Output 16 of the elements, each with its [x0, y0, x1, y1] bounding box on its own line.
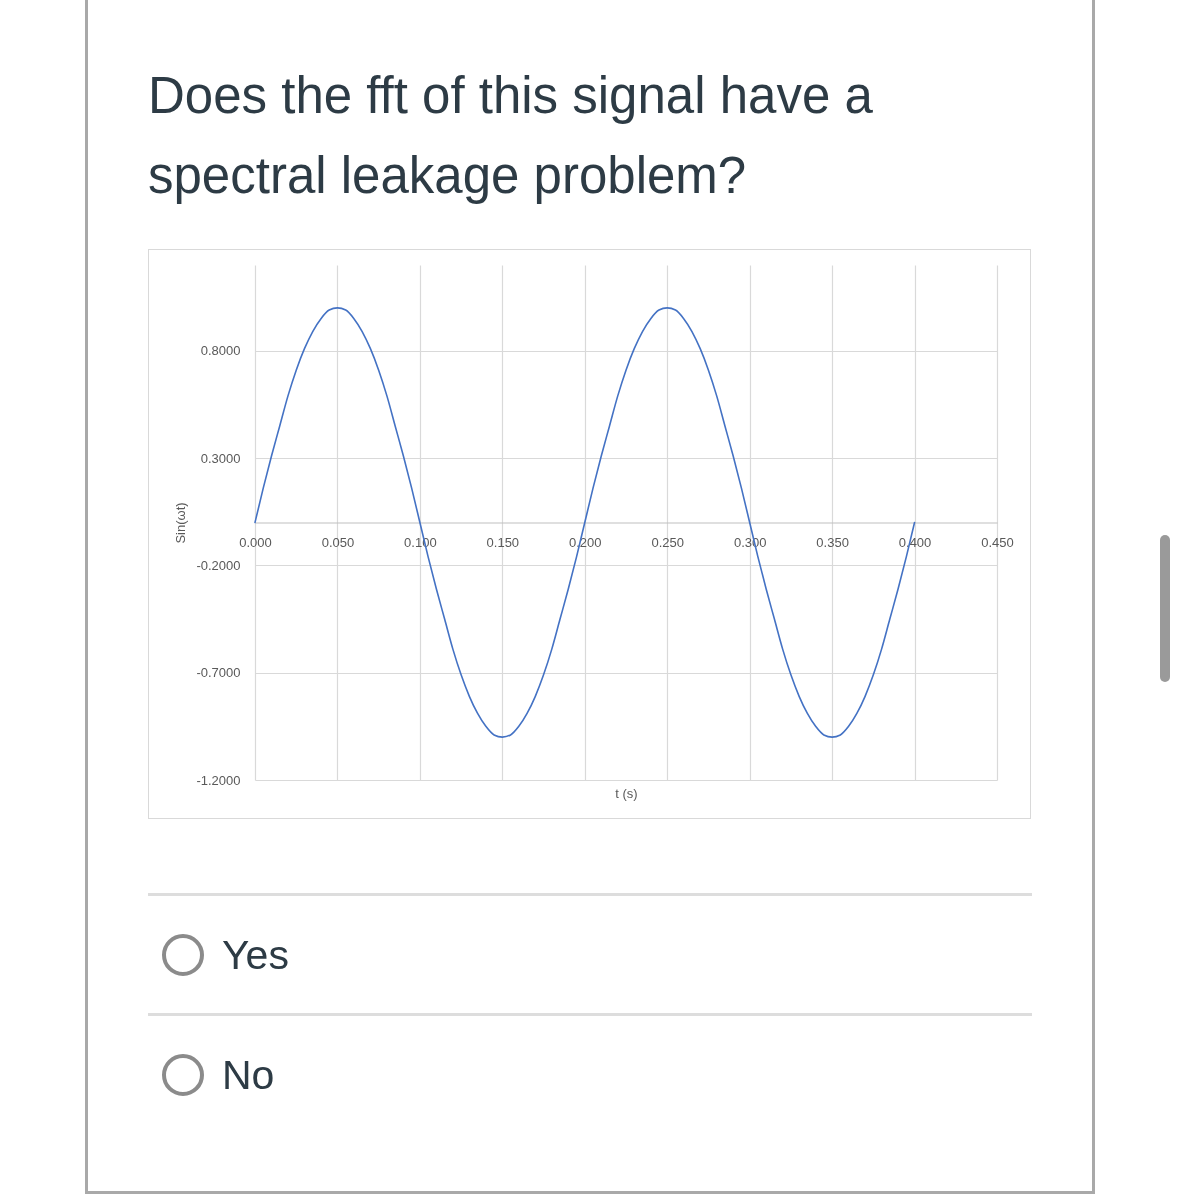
y-tick-label: -1.2000	[196, 772, 241, 788]
x-axis-title: t (s)	[615, 785, 638, 801]
x-tick-label: 0.050	[321, 535, 355, 550]
y-tick-label: -0.2000	[196, 557, 241, 573]
x-tick-label: 0.150	[486, 535, 520, 550]
text: No	[222, 1050, 275, 1099]
x-tick-label: 0.000	[239, 535, 272, 550]
chart-title: Does the fft of this signal have a spectral leakage problem?	[148, 66, 874, 206]
y-axis-title: Sin(ωt)	[173, 502, 189, 544]
text: Yes	[222, 930, 289, 979]
y-tick-label: -0.7000	[196, 665, 241, 681]
x-tick-label: 0.450	[981, 535, 1014, 550]
y-tick-label: 0.3000	[200, 450, 241, 466]
x-tick-label: 0.250	[651, 535, 684, 550]
y-tick-label: 0.8000	[200, 343, 241, 359]
x-tick-label: 0.350	[816, 535, 849, 550]
